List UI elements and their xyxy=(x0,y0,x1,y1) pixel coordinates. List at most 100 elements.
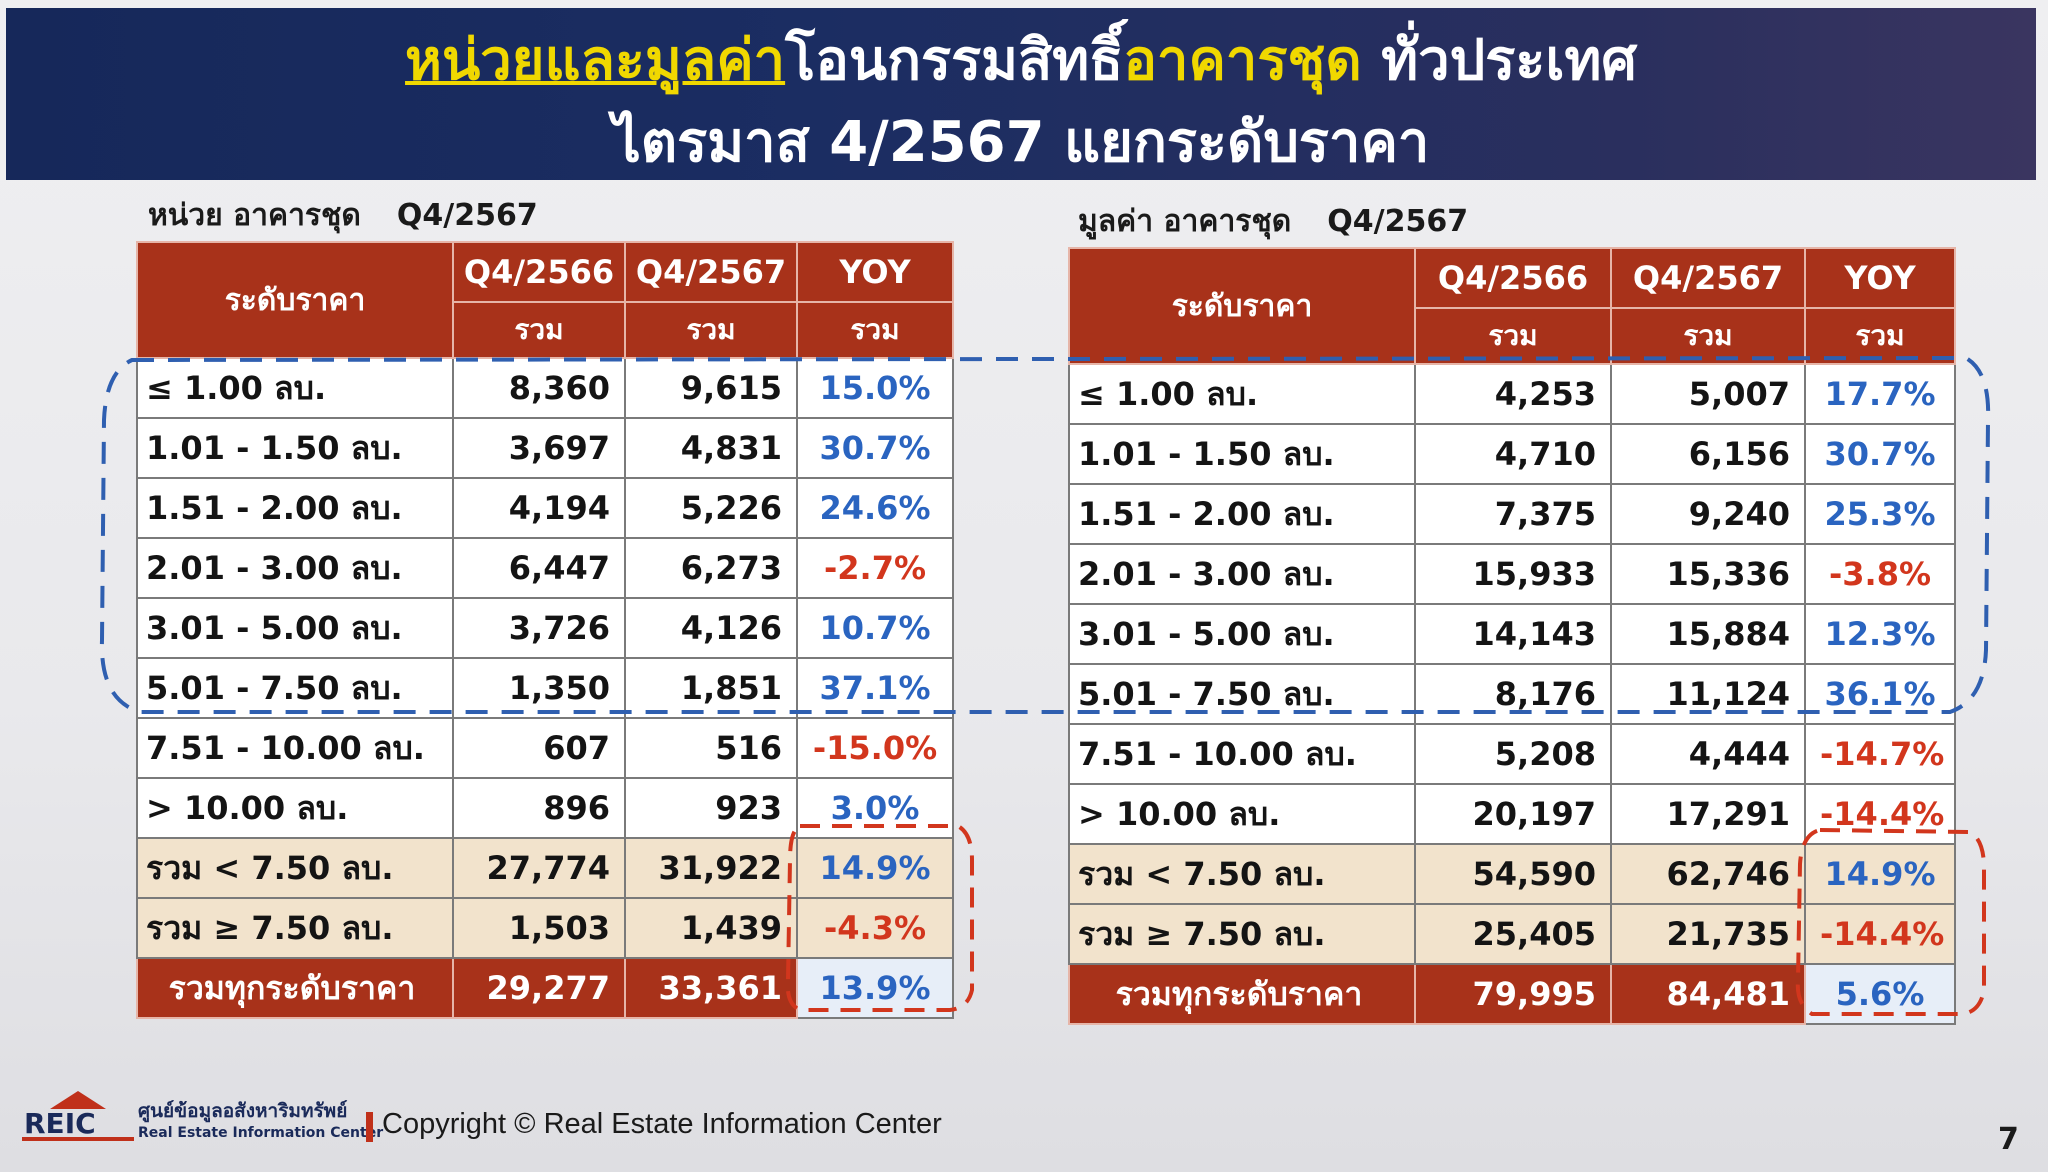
right-caption-period: Q4/2567 xyxy=(1327,204,1469,239)
yoy-cell: -15.0% xyxy=(796,717,954,779)
table-row: 2.01 - 3.00 ลบ. 15,933 15,336 -3.8% xyxy=(1068,543,1956,605)
q4-2566-cell: 1,350 xyxy=(452,657,626,719)
page-number: 7 xyxy=(1998,1122,2019,1157)
price-level-cell: รวม < 7.50 ลบ. xyxy=(1068,843,1416,905)
price-level-cell: 1.01 - 1.50 ลบ. xyxy=(136,417,454,479)
q4-2567-cell: 33,361 xyxy=(624,957,798,1019)
sub-header-total: รวม xyxy=(1414,307,1612,365)
price-level-cell: 1.51 - 2.00 ลบ. xyxy=(136,477,454,539)
q4-2567-cell: 5,007 xyxy=(1610,363,1806,425)
table-row: 7.51 - 10.00 ลบ. 607 516 -15.0% xyxy=(136,717,954,779)
table-row: > 10.00 ลบ. 896 923 3.0% xyxy=(136,777,954,839)
sub-header-total: รวม xyxy=(1804,307,1956,365)
q4-2566-cell: 4,253 xyxy=(1414,363,1612,425)
table-row: 2.01 - 3.00 ลบ. 6,447 6,273 -2.7% xyxy=(136,537,954,599)
q4-2567-cell: 15,884 xyxy=(1610,603,1806,665)
q4-2566-cell: 3,726 xyxy=(452,597,626,659)
price-level-cell: 3.01 - 5.00 ลบ. xyxy=(136,597,454,659)
yoy-cell: 14.9% xyxy=(796,837,954,899)
table-row: รวม < 7.50 ลบ. 54,590 62,746 14.9% xyxy=(1068,843,1956,905)
price-level-cell: 7.51 - 10.00 ลบ. xyxy=(136,717,454,779)
table-row: > 10.00 ลบ. 20,197 17,291 -14.4% xyxy=(1068,783,1956,845)
q4-2566-cell: 4,710 xyxy=(1414,423,1612,485)
q4-2566-cell: 54,590 xyxy=(1414,843,1612,905)
title-highlight-units-value: หน่วยและมูลค่า xyxy=(405,28,786,93)
yoy-cell: 14.9% xyxy=(1804,843,1956,905)
q4-2566-cell: 15,933 xyxy=(1414,543,1612,605)
q4-2567-cell: 1,439 xyxy=(624,897,798,959)
sub-header-total: รวม xyxy=(624,301,798,359)
q4-2567-cell: 84,481 xyxy=(1610,963,1806,1025)
q4-2567-cell: 6,156 xyxy=(1610,423,1806,485)
yoy-cell: 36.1% xyxy=(1804,663,1956,725)
title-transfer: โอนกรรมสิทธิ์ xyxy=(785,28,1124,93)
table-row: 3.01 - 5.00 ลบ. 14,143 15,884 12.3% xyxy=(1068,603,1956,665)
q4-2566-cell: 8,176 xyxy=(1414,663,1612,725)
table-row: รวมทุกระดับราคา 79,995 84,481 5.6% xyxy=(1068,963,1956,1025)
price-level-cell: ≤ 1.00 ลบ. xyxy=(136,357,454,419)
price-level-cell: รวม < 7.50 ลบ. xyxy=(136,837,454,899)
q4-2566-cell: 4,194 xyxy=(452,477,626,539)
logo-text: REIC xyxy=(24,1107,96,1140)
title-line-1: หน่วยและมูลค่าโอนกรรมสิทธิ์อาคารชุด ทั่ว… xyxy=(6,26,2036,96)
table-row: รวม ≥ 7.50 ลบ. 25,405 21,735 -14.4% xyxy=(1068,903,1956,965)
q4-2567-cell: 516 xyxy=(624,717,798,779)
q4-2567-cell: 9,240 xyxy=(1610,483,1806,545)
sub-header-total: รวม xyxy=(796,301,954,359)
q4-2566-cell: 79,995 xyxy=(1414,963,1612,1025)
col-header-q4-2566: Q4/2566 xyxy=(452,241,626,303)
table-row: 1.51 - 2.00 ลบ. 7,375 9,240 25.3% xyxy=(1068,483,1956,545)
table-row: 3.01 - 5.00 ลบ. 3,726 4,126 10.7% xyxy=(136,597,954,659)
table-row: 5.01 - 7.50 ลบ. 8,176 11,124 36.1% xyxy=(1068,663,1956,725)
q4-2566-cell: 20,197 xyxy=(1414,783,1612,845)
price-level-header: ระดับราคา xyxy=(1068,247,1416,365)
yoy-cell: -14.4% xyxy=(1804,903,1956,965)
right-caption-text: มูลค่า อาคารชุด xyxy=(1078,204,1292,239)
yoy-cell: -14.7% xyxy=(1804,723,1956,785)
org-name-th: ศูนย์ข้อมูลอสังหาริมทรัพย์ xyxy=(138,1100,348,1122)
yoy-cell: 17.7% xyxy=(1804,363,1956,425)
q4-2567-cell: 4,126 xyxy=(624,597,798,659)
left-caption-text: หน่วย อาคารชุด xyxy=(148,198,361,233)
yoy-cell: 13.9% xyxy=(796,957,954,1019)
left-table-caption: หน่วย อาคารชุด Q4/2567 xyxy=(148,192,538,239)
q4-2566-cell: 27,774 xyxy=(452,837,626,899)
units-table: ระดับราคา Q4/2566 Q4/2567 YOY รวม รวม รว… xyxy=(136,241,954,1019)
q4-2566-cell: 29,277 xyxy=(452,957,626,1019)
q4-2567-cell: 11,124 xyxy=(1610,663,1806,725)
col-header-q4-2567: Q4/2567 xyxy=(1610,247,1806,309)
q4-2567-cell: 1,851 xyxy=(624,657,798,719)
table-row: 7.51 - 10.00 ลบ. 5,208 4,444 -14.7% xyxy=(1068,723,1956,785)
copyright-text: Copyright © Real Estate Information Cent… xyxy=(382,1108,942,1140)
price-level-cell: 1.01 - 1.50 ลบ. xyxy=(1068,423,1416,485)
org-name: ศูนย์ข้อมูลอสังหาริมทรัพย์ Real Estate I… xyxy=(138,1100,383,1144)
price-level-cell: 3.01 - 5.00 ลบ. xyxy=(1068,603,1416,665)
col-header-q4-2567: Q4/2567 xyxy=(624,241,798,303)
q4-2566-cell: 25,405 xyxy=(1414,903,1612,965)
table-row: 1.01 - 1.50 ลบ. 4,710 6,156 30.7% xyxy=(1068,423,1956,485)
table-row: 5.01 - 7.50 ลบ. 1,350 1,851 37.1% xyxy=(136,657,954,719)
price-level-cell: 1.51 - 2.00 ลบ. xyxy=(1068,483,1416,545)
q4-2567-cell: 15,336 xyxy=(1610,543,1806,605)
q4-2567-cell: 62,746 xyxy=(1610,843,1806,905)
price-level-cell: 7.51 - 10.00 ลบ. xyxy=(1068,723,1416,785)
q4-2567-cell: 6,273 xyxy=(624,537,798,599)
q4-2566-cell: 1,503 xyxy=(452,897,626,959)
yoy-cell: 24.6% xyxy=(796,477,954,539)
q4-2566-cell: 896 xyxy=(452,777,626,839)
price-level-cell: 2.01 - 3.00 ลบ. xyxy=(1068,543,1416,605)
table-row: ≤ 1.00 ลบ. 8,360 9,615 15.0% xyxy=(136,357,954,419)
title-nationwide: ทั่วประเทศ xyxy=(1361,28,1637,93)
q4-2567-cell: 923 xyxy=(624,777,798,839)
price-level-cell: รวมทุกระดับราคา xyxy=(136,957,454,1019)
q4-2566-cell: 8,360 xyxy=(452,357,626,419)
q4-2566-cell: 607 xyxy=(452,717,626,779)
org-name-en: Real Estate Information Center xyxy=(138,1125,384,1141)
price-level-cell: > 10.00 ลบ. xyxy=(1068,783,1416,845)
price-level-header: ระดับราคา xyxy=(136,241,454,359)
reic-logo: REIC xyxy=(22,1085,134,1149)
table-row: รวม < 7.50 ลบ. 27,774 31,922 14.9% xyxy=(136,837,954,899)
price-level-cell: > 10.00 ลบ. xyxy=(136,777,454,839)
col-header-yoy: YOY xyxy=(796,241,954,303)
yoy-cell: -14.4% xyxy=(1804,783,1956,845)
